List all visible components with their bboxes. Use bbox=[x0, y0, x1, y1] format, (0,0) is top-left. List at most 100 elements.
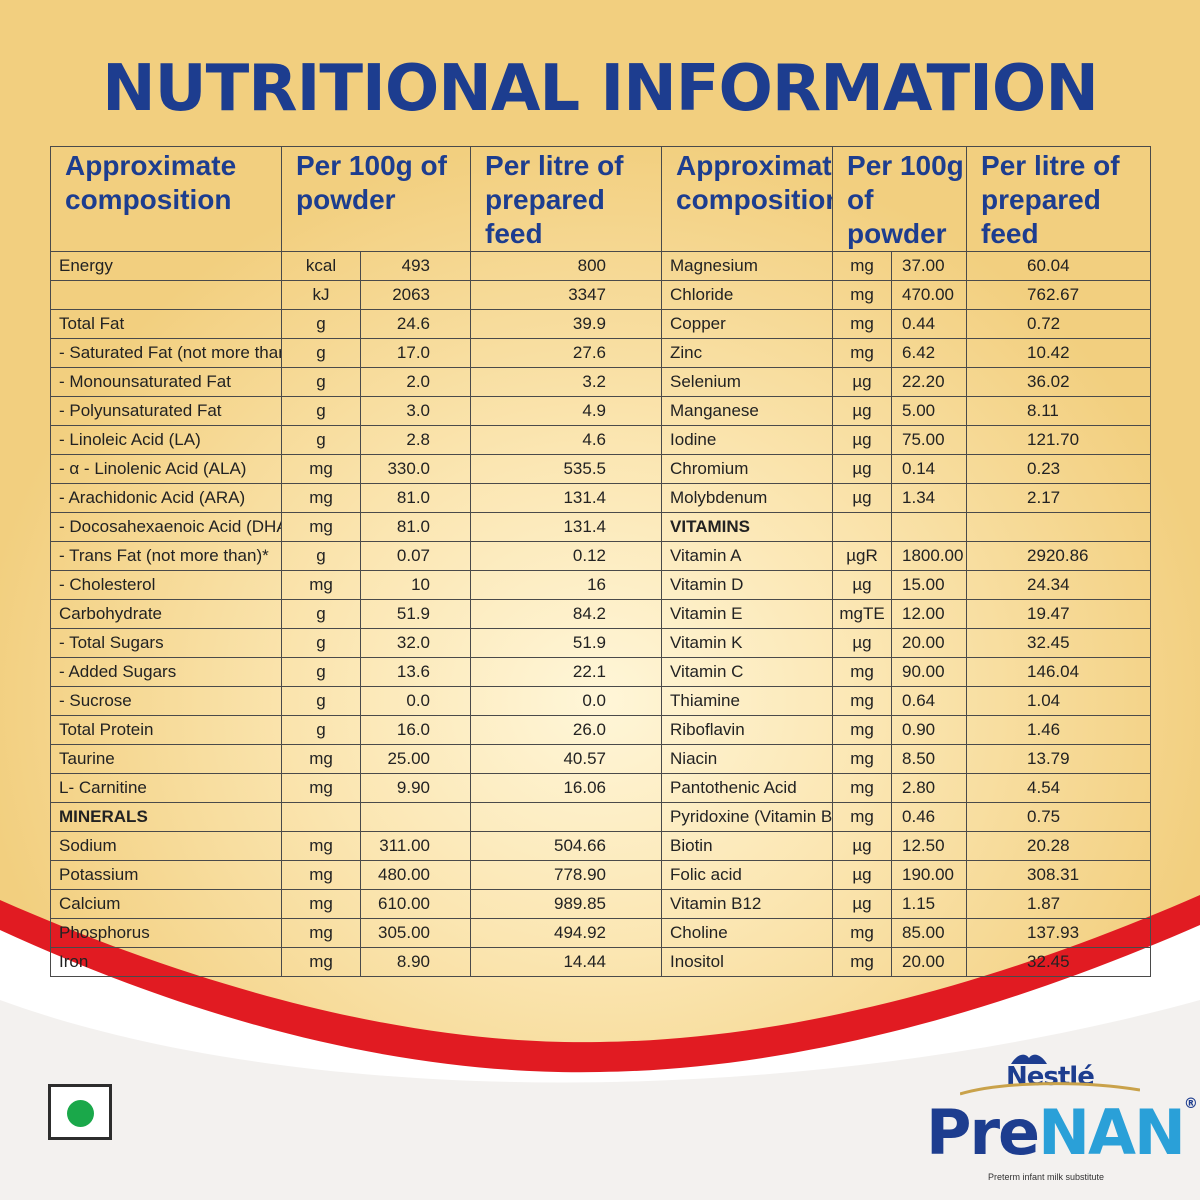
nutrient-name: Vitamin E bbox=[661, 599, 834, 629]
per-litre-value: 4.9 bbox=[470, 396, 663, 426]
nutrient-name: L- Carnitine bbox=[50, 773, 282, 803]
per-100g-value: 32.0 bbox=[359, 628, 472, 658]
per-litre-value: 989.85 bbox=[470, 889, 663, 919]
nutrient-unit bbox=[281, 802, 361, 832]
per-100g-value: 330.0 bbox=[359, 454, 472, 484]
nutrient-unit: g bbox=[281, 686, 361, 716]
nest-icon bbox=[1011, 1054, 1047, 1064]
per-litre-value: 40.57 bbox=[470, 744, 663, 774]
nutrient-name: Vitamin C bbox=[661, 657, 834, 687]
per-100g-value: 0.0 bbox=[359, 686, 472, 716]
nutrient-unit: mg bbox=[832, 947, 893, 977]
header-composition-right: Approximate composition bbox=[661, 146, 834, 252]
per-100g-value: 493 bbox=[359, 251, 472, 281]
nutrient-name: Folic acid bbox=[661, 860, 834, 890]
per-100g-value: 1.34 bbox=[891, 483, 968, 513]
nutrient-unit: µg bbox=[832, 483, 893, 513]
nutrient-name: Vitamin D bbox=[661, 570, 834, 600]
product-nan: NAN bbox=[1038, 1096, 1186, 1169]
nutrient-unit: mg bbox=[281, 454, 361, 484]
per-litre-value: 3347 bbox=[470, 280, 663, 310]
per-100g-value: 25.00 bbox=[359, 744, 472, 774]
nutrient-name: - Polyunsaturated Fat bbox=[50, 396, 282, 426]
nutrient-unit: mg bbox=[281, 512, 361, 542]
per-100g-value: 24.6 bbox=[359, 309, 472, 339]
nutrient-unit: µgR bbox=[832, 541, 893, 571]
nutrient-unit: µg bbox=[832, 889, 893, 919]
per-litre-value: 4.54 bbox=[966, 773, 1152, 803]
per-100g-value: 610.00 bbox=[359, 889, 472, 919]
nutrient-name: - Linoleic Acid (LA) bbox=[50, 425, 282, 455]
registered-mark: ® bbox=[1183, 1096, 1198, 1112]
per-100g-value: 470.00 bbox=[891, 280, 968, 310]
per-100g-value: 1.15 bbox=[891, 889, 968, 919]
nutrient-unit: g bbox=[281, 628, 361, 658]
per-100g-value: 480.00 bbox=[359, 860, 472, 890]
nutrient-name: Pantothenic Acid bbox=[661, 773, 834, 803]
nutrient-name: Selenium bbox=[661, 367, 834, 397]
per-100g-value: 3.0 bbox=[359, 396, 472, 426]
per-litre-value: 26.0 bbox=[470, 715, 663, 745]
nutrient-name: Calcium bbox=[50, 889, 282, 919]
nutrient-name: - Saturated Fat (not more than) bbox=[50, 338, 282, 368]
per-litre-value: 39.9 bbox=[470, 309, 663, 339]
per-litre-value: 51.9 bbox=[470, 628, 663, 658]
table-row: - α - Linolenic Acid (ALA) mg 330.0 535.5 Ch… bbox=[50, 454, 1152, 484]
per-100g-value: 190.00 bbox=[891, 860, 968, 890]
per-litre-value: 121.70 bbox=[966, 425, 1152, 455]
table-row: kJ 2063 3347 Chloride mg 470.00 762.67 bbox=[50, 280, 1152, 310]
nutrient-unit: mg bbox=[832, 686, 893, 716]
nutrient-unit: mg bbox=[281, 773, 361, 803]
table-row: Total Fat g 24.6 39.9 Copper mg 0.44 0.72 bbox=[50, 309, 1152, 339]
nutrient-unit: g bbox=[281, 338, 361, 368]
per-100g-value: 15.00 bbox=[891, 570, 968, 600]
per-litre-value: 2920.86 bbox=[966, 541, 1152, 571]
per-litre-value: 19.47 bbox=[966, 599, 1152, 629]
nutrient-name: - Docosahexaenoic Acid (DHA) bbox=[50, 512, 282, 542]
per-litre-value: 0.72 bbox=[966, 309, 1152, 339]
per-100g-value: 305.00 bbox=[359, 918, 472, 948]
per-100g-value: 311.00 bbox=[359, 831, 472, 861]
per-litre-value: 800 bbox=[470, 251, 663, 281]
nutrient-name: Inositol bbox=[661, 947, 834, 977]
per-100g-value bbox=[891, 512, 968, 542]
per-100g-value: 5.00 bbox=[891, 396, 968, 426]
per-litre-value: 32.45 bbox=[966, 628, 1152, 658]
per-litre-value: 10.42 bbox=[966, 338, 1152, 368]
veg-dot bbox=[67, 1100, 94, 1127]
per-100g-value: 37.00 bbox=[891, 251, 968, 281]
per-litre-value: 0.0 bbox=[470, 686, 663, 716]
nutrient-name: Molybdenum bbox=[661, 483, 834, 513]
nutrient-unit: g bbox=[281, 309, 361, 339]
table-row: L- Carnitine mg 9.90 16.06 Pantothenic Acid m… bbox=[50, 773, 1152, 803]
per-litre-value: 535.5 bbox=[470, 454, 663, 484]
nutrient-unit: g bbox=[281, 425, 361, 455]
nutrient-name: Iron bbox=[50, 947, 282, 977]
per-litre-value: 146.04 bbox=[966, 657, 1152, 687]
per-litre-value: 131.4 bbox=[470, 512, 663, 542]
per-litre-value: 0.23 bbox=[966, 454, 1152, 484]
nutrient-name: - α - Linolenic Acid (ALA) bbox=[50, 454, 282, 484]
nutrient-unit: µg bbox=[832, 425, 893, 455]
per-litre-value: 3.2 bbox=[470, 367, 663, 397]
per-litre-value: 308.31 bbox=[966, 860, 1152, 890]
per-litre-value: 84.2 bbox=[470, 599, 663, 629]
nutrient-unit: mg bbox=[832, 802, 893, 832]
product-tagline: Preterm infant milk substitute bbox=[988, 1172, 1105, 1182]
nutrient-unit: µg bbox=[832, 831, 893, 861]
nutrient-name: - Sucrose bbox=[50, 686, 282, 716]
table-row: Taurine mg 25.00 40.57 Niacin mg 8.50 13.79 bbox=[50, 744, 1152, 774]
nutrient-unit: mg bbox=[832, 338, 893, 368]
per-100g-value: 1800.00 bbox=[891, 541, 968, 571]
nutrient-name: - Monounsaturated Fat bbox=[50, 367, 282, 397]
per-100g-value: 2.0 bbox=[359, 367, 472, 397]
per-litre-value: 778.90 bbox=[470, 860, 663, 890]
nutrient-name: Sodium bbox=[50, 831, 282, 861]
table-row: Potassium mg 480.00 778.90 Folic acid µg 190.0… bbox=[50, 860, 1152, 890]
nutrient-name: Iodine bbox=[661, 425, 834, 455]
nutrient-name: Total Fat bbox=[50, 309, 282, 339]
nutrient-unit: mg bbox=[281, 918, 361, 948]
nutrient-unit: g bbox=[281, 715, 361, 745]
per-100g-value: 8.90 bbox=[359, 947, 472, 977]
per-100g-value: 2.8 bbox=[359, 425, 472, 455]
